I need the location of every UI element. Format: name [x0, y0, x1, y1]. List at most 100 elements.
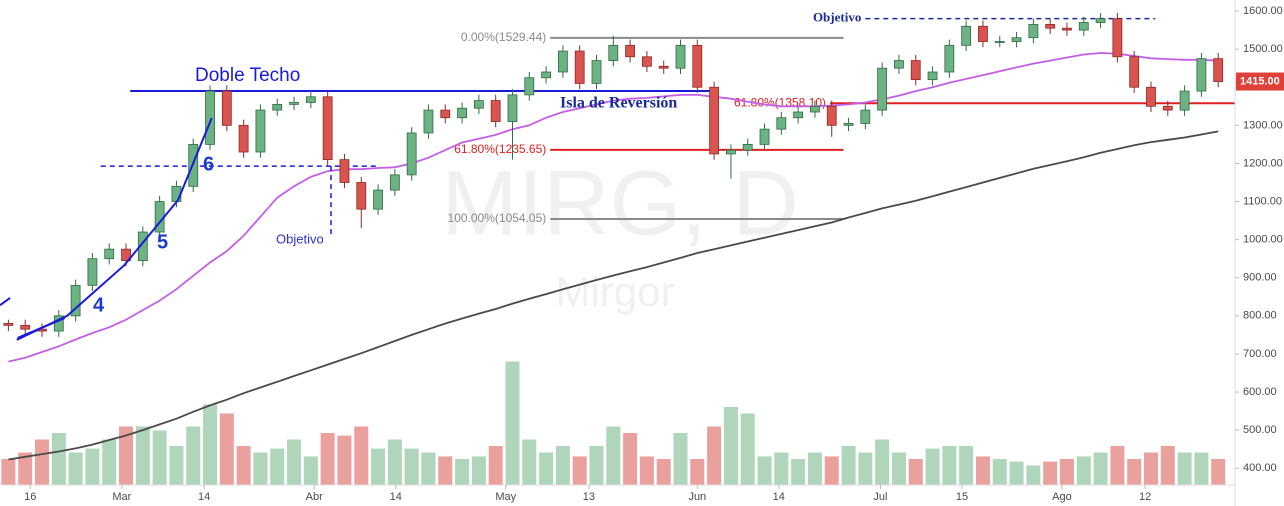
volume-bar: [35, 439, 50, 485]
volume-bar: [1, 459, 16, 485]
x-tick-label: Jul: [873, 491, 887, 503]
volume-bar: [1127, 459, 1142, 485]
candle-body: [104, 248, 115, 260]
candle-body: [591, 60, 602, 84]
x-tick-label: 16: [24, 491, 36, 503]
candle-body: [289, 102, 299, 105]
volume-bar: [102, 439, 117, 485]
candle-body: [457, 107, 467, 119]
annotation: Objetivo: [276, 231, 324, 246]
candle-body: [1045, 23, 1056, 29]
candle-body: [305, 96, 316, 103]
candle-body: [1112, 18, 1123, 58]
annotations: Doble Techo 6 5 4 Objetivo Isla de Rever…: [93, 65, 677, 316]
volume-bar: [505, 361, 520, 485]
volume-bar: [891, 452, 906, 485]
volume-bar: [488, 446, 503, 485]
candle-body: [322, 96, 333, 161]
annotation: 6: [203, 153, 214, 175]
volume-bar: [320, 433, 335, 485]
volume-bar: [270, 448, 285, 485]
y-tick-label: 1300.00: [1243, 119, 1283, 131]
candle-body: [759, 128, 770, 145]
volume-bar: [942, 446, 957, 485]
volume-bar: [589, 446, 604, 485]
annotation: 5: [157, 231, 168, 253]
watermark-symbol: MIRG, D: [441, 152, 799, 254]
last-price-label: 1415.00: [1240, 75, 1280, 87]
volume-bar: [1043, 461, 1058, 485]
volume-bar: [438, 456, 453, 485]
volume-bar: [1211, 459, 1226, 485]
volume-bar: [404, 448, 419, 485]
volume-bar: [287, 439, 302, 485]
candle-body: [70, 284, 81, 317]
candle-body: [994, 41, 1005, 43]
volume-bar: [219, 413, 234, 485]
candle-body: [490, 100, 501, 122]
level-label: Objetivo: [813, 10, 861, 25]
candle-body: [1062, 27, 1072, 31]
volume-bar: [51, 433, 66, 485]
candle-body: [658, 65, 669, 69]
level-label: 61.80%(1235.65): [454, 142, 546, 156]
volume-bar: [757, 456, 772, 485]
candle-body: [574, 50, 585, 84]
trendline: [16, 117, 213, 341]
candle-body: [221, 90, 232, 126]
volume-bar: [555, 446, 570, 485]
volume-bar: [1143, 452, 1158, 485]
volume-bar: [723, 407, 738, 485]
volume-bar: [68, 452, 83, 485]
candle-body: [121, 248, 131, 261]
x-tick-label: Ago: [1052, 491, 1072, 503]
candle-body: [541, 71, 551, 79]
y-tick-label: 800.00: [1243, 310, 1277, 322]
candle-body: [877, 67, 888, 111]
volume-bar: [1009, 461, 1024, 485]
y-tick-label: 900.00: [1243, 272, 1277, 284]
y-tick-label: 400.00: [1243, 462, 1277, 474]
candle-body: [356, 182, 367, 210]
candle-body: [910, 60, 921, 81]
candle-body: [473, 100, 484, 109]
candle-body: [608, 44, 619, 61]
candle-body: [406, 132, 417, 176]
volume-bar: [337, 435, 352, 485]
volume-bar: [203, 404, 218, 485]
candle-body: [927, 71, 938, 81]
candle-body: [894, 60, 904, 69]
volume-bar: [1076, 456, 1091, 485]
candle-body: [709, 86, 720, 155]
candle-body: [1179, 90, 1190, 111]
candle-body: [423, 109, 434, 134]
x-tick-label: 13: [583, 491, 595, 503]
candle-body: [1196, 58, 1207, 92]
x-tick-label: 14: [390, 491, 402, 503]
trendline: [0, 297, 11, 307]
volume-bar: [253, 452, 268, 485]
volume-bar: [774, 452, 789, 485]
candle-body: [205, 90, 215, 145]
candle-body: [1078, 22, 1089, 31]
volume-bar: [522, 439, 537, 485]
candle-body: [87, 258, 98, 286]
volume-bar: [371, 448, 386, 485]
volume-bar: [152, 430, 167, 485]
candle-body: [692, 44, 703, 88]
volume-bar: [421, 452, 436, 485]
candle-body: [373, 189, 383, 210]
volume-bar: [236, 446, 251, 485]
y-tick-label: 1100.00: [1243, 195, 1282, 207]
candle-body: [524, 77, 535, 96]
candle-body: [272, 103, 283, 111]
candle-body: [675, 44, 686, 69]
candle-body: [826, 105, 837, 126]
volume-bar: [119, 426, 134, 485]
volume-bar: [186, 426, 201, 485]
candle-body: [389, 174, 400, 191]
volume-bar: [1110, 446, 1125, 485]
candle-body: [255, 109, 266, 153]
candle-body: [1095, 18, 1106, 23]
